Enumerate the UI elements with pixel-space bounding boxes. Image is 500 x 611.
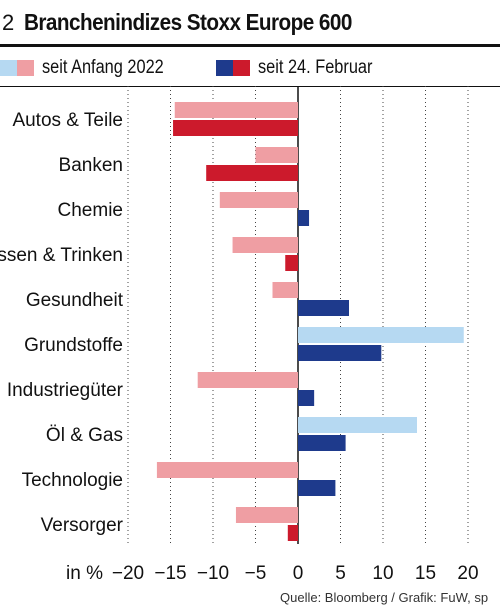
bar bbox=[197, 372, 298, 388]
tick-label: 5 bbox=[335, 563, 346, 584]
bar bbox=[174, 102, 298, 118]
category-label: Öl & Gas bbox=[46, 425, 123, 446]
tick-label: −10 bbox=[197, 563, 229, 584]
legend-label-since-feb-24: seit 24. Februar bbox=[258, 57, 373, 78]
category-label: Autos & Teile bbox=[12, 110, 123, 131]
legend-rule bbox=[0, 86, 500, 87]
legend-swatch-positive-dark bbox=[216, 60, 233, 76]
category-labels: Autos & Teile Banken Chemie Essen & Trinken… bbox=[0, 110, 124, 536]
bar bbox=[156, 462, 298, 478]
bar bbox=[287, 525, 298, 541]
bar bbox=[173, 120, 298, 136]
source-note: Quelle: Bloomberg / Grafik: FuW, sp bbox=[280, 590, 489, 605]
bar bbox=[298, 435, 346, 451]
x-axis-label: in % bbox=[66, 563, 103, 584]
tick-label: −15 bbox=[154, 563, 186, 584]
category-label: Banken bbox=[59, 155, 123, 176]
category-label: Grundstoffe bbox=[24, 335, 123, 356]
legend-swatch-negative-light bbox=[17, 60, 34, 76]
legend-swatch-positive-light bbox=[0, 60, 17, 76]
chart-title: Branchenindizes Stoxx Europe 600 bbox=[24, 9, 352, 35]
tick-label: −20 bbox=[112, 563, 144, 584]
tick-label: 0 bbox=[293, 563, 304, 584]
bar bbox=[235, 507, 298, 523]
bar bbox=[298, 300, 349, 316]
tick-labels: −20 −15 −10 −5 0 5 10 15 20 in % bbox=[66, 563, 479, 584]
legend-item-since-feb-24: seit 24. Februar bbox=[216, 54, 391, 82]
tick-label: −5 bbox=[245, 563, 267, 584]
bar bbox=[298, 210, 310, 226]
legend-item-since-start-2022: seit Anfang 2022 bbox=[0, 54, 184, 82]
category-label: Technologie bbox=[22, 470, 123, 491]
tick-label: 10 bbox=[372, 563, 393, 584]
bar bbox=[255, 147, 298, 163]
category-label: Gesundheit bbox=[26, 290, 124, 311]
tick-label: 20 bbox=[457, 563, 478, 584]
category-label: Industriegüter bbox=[7, 380, 124, 401]
legend-swatch-negative-dark bbox=[233, 60, 250, 76]
bar bbox=[298, 390, 315, 406]
bar bbox=[232, 237, 298, 253]
bar bbox=[219, 192, 298, 208]
bar bbox=[298, 417, 417, 433]
category-label: Essen & Trinken bbox=[0, 245, 123, 266]
category-label: Chemie bbox=[58, 200, 123, 221]
bar bbox=[298, 345, 382, 361]
bar bbox=[285, 255, 298, 271]
bar bbox=[298, 327, 464, 343]
category-label: Versorger bbox=[41, 515, 124, 536]
bar bbox=[272, 282, 298, 298]
bar-chart: Autos & Teile Banken Chemie Essen & Trinken… bbox=[0, 86, 479, 584]
title-rule bbox=[0, 44, 500, 47]
chart-legend: seit Anfang 2022 seit 24. Februar bbox=[0, 54, 500, 82]
chart-header: 2 Branchenindizes Stoxx Europe 600 bbox=[0, 8, 500, 42]
figure-number: 2 bbox=[2, 10, 15, 35]
bar bbox=[206, 165, 298, 181]
tick-label: 15 bbox=[415, 563, 436, 584]
bar bbox=[298, 480, 336, 496]
legend-label-since-start-2022: seit Anfang 2022 bbox=[42, 57, 164, 78]
bars bbox=[156, 102, 464, 541]
